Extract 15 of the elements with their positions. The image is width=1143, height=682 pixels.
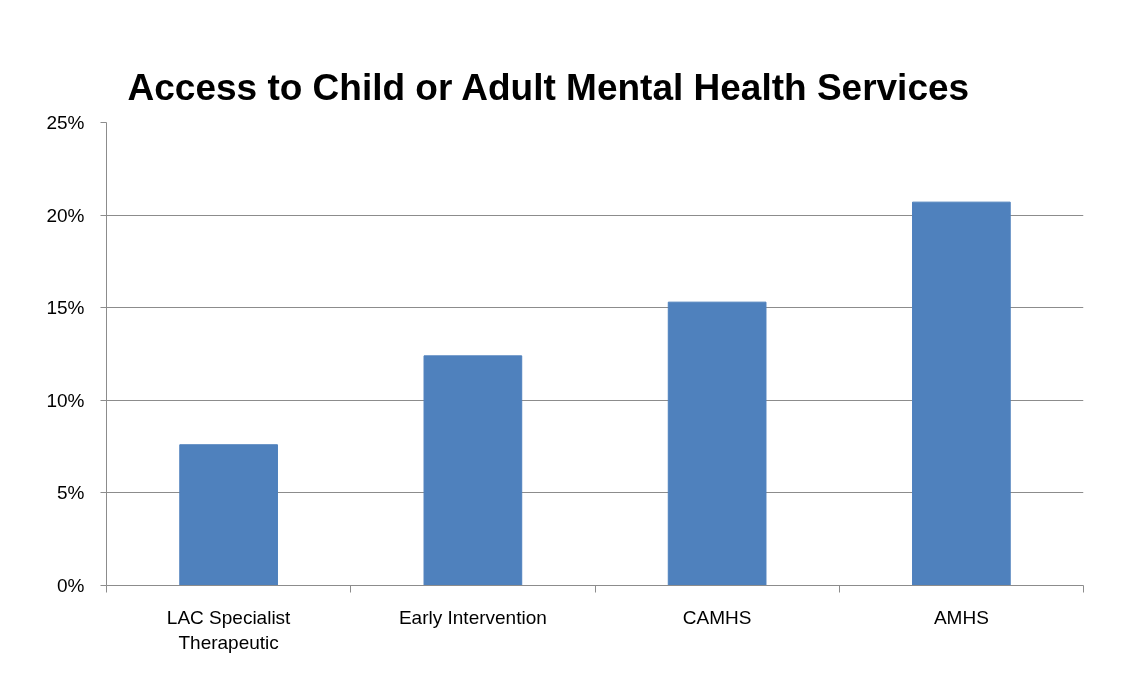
y-tick-label: 0% bbox=[57, 575, 85, 596]
y-tick-label: 5% bbox=[57, 482, 85, 504]
x-tick-label: CAMHS bbox=[682, 606, 752, 628]
bar bbox=[179, 444, 278, 586]
bar bbox=[667, 301, 767, 586]
x-tick-label: AMHS bbox=[933, 606, 989, 628]
y-tick-label: 25% bbox=[46, 112, 85, 133]
y-tick-label: 15% bbox=[46, 297, 85, 319]
chart-title: Access to Child or Adult Mental Health Services bbox=[127, 66, 970, 108]
y-tick-label: 10% bbox=[46, 389, 85, 411]
bar bbox=[423, 355, 523, 586]
y-tick-label: 20% bbox=[46, 204, 85, 226]
bar bbox=[912, 201, 1011, 586]
x-tick-label: Early Intervention bbox=[398, 606, 547, 628]
x-tick-label: LAC Specialist Therapeutic bbox=[166, 606, 292, 653]
